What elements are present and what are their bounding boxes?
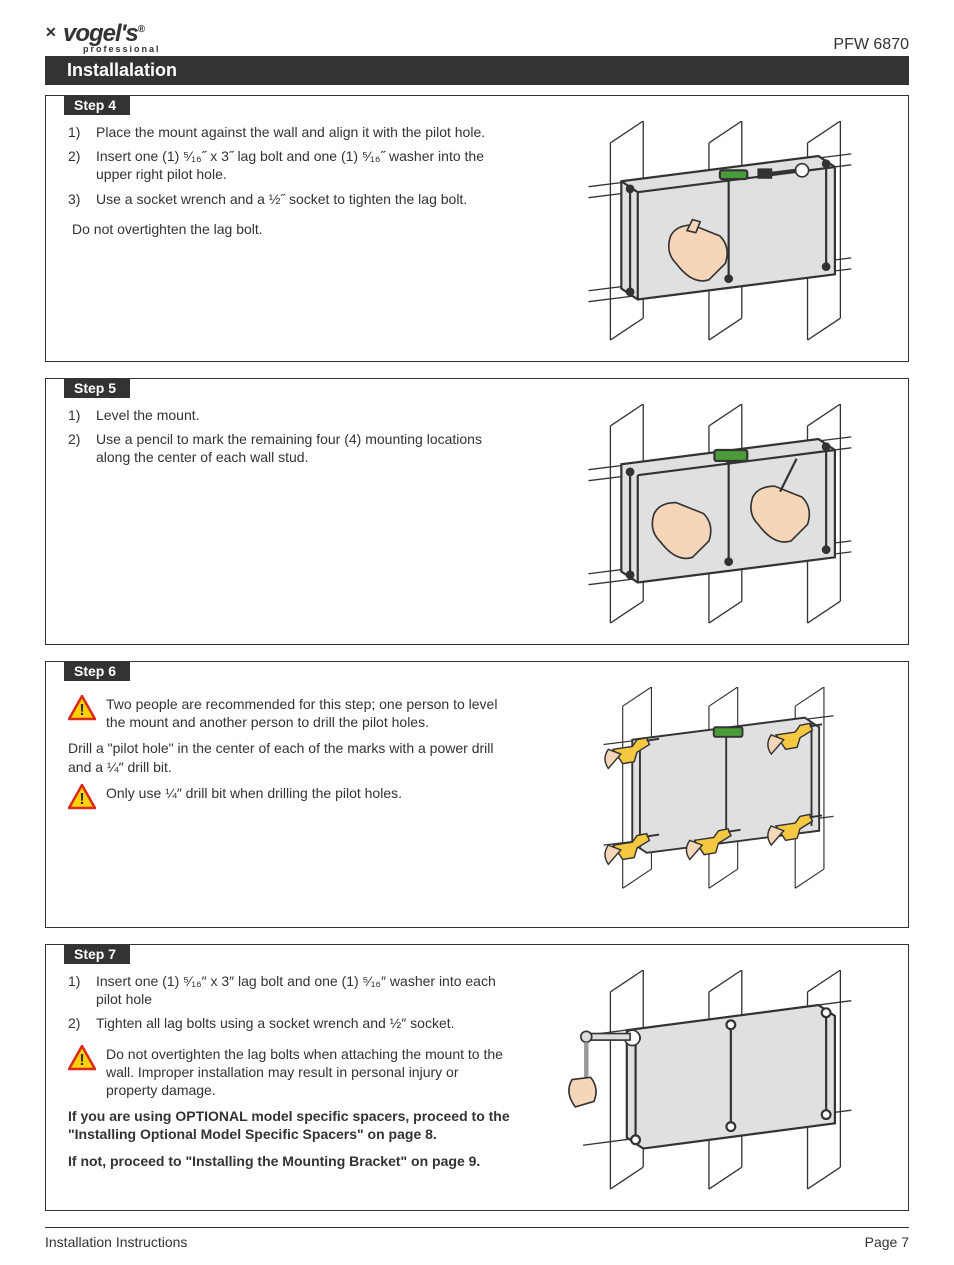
logo-sub: professional bbox=[83, 44, 161, 54]
step-4-item-1: Place the mount against the wall and ali… bbox=[68, 123, 510, 141]
logo-text: vogel's bbox=[63, 20, 138, 47]
step-6-diagram bbox=[520, 681, 908, 927]
step-4-item-2: Insert one (1) ⁵⁄₁₆˝ x 3˝ lag bolt and o… bbox=[68, 147, 510, 183]
section-title: Installalation bbox=[45, 56, 909, 85]
warning-icon: ! bbox=[68, 784, 96, 814]
step-5-item-2: Use a pencil to mark the remaining four … bbox=[68, 430, 510, 466]
step-4-note: Do not overtighten the lag bolt. bbox=[72, 220, 510, 238]
drill-diagram-icon bbox=[520, 687, 898, 917]
svg-text:!: ! bbox=[79, 702, 84, 719]
model-number: PFW 6870 bbox=[833, 36, 909, 54]
step-6-para: Drill a "pilot hole" in the center of ea… bbox=[68, 739, 510, 775]
step-7-bold-2: If not, proceed to "Installing the Mount… bbox=[68, 1152, 510, 1170]
step-5-diagram bbox=[520, 398, 908, 644]
step-7-diagram bbox=[520, 964, 908, 1210]
page-header: vogel's® professional PFW 6870 bbox=[45, 20, 909, 54]
step-6-text: ! Two people are recommended for this st… bbox=[46, 681, 520, 927]
page-footer: Installation Instructions Page 7 bbox=[45, 1227, 909, 1250]
svg-text:!: ! bbox=[79, 1052, 84, 1069]
logo: vogel's® professional bbox=[45, 20, 161, 54]
step-4-box: Step 4 Place the mount against the wall … bbox=[45, 95, 909, 362]
step-7-label: Step 7 bbox=[64, 944, 130, 964]
step-7-text: Insert one (1) ⁵⁄₁₆″ x 3″ lag bolt and o… bbox=[46, 964, 520, 1210]
step-7-warning: Do not overtighten the lag bolts when at… bbox=[106, 1045, 510, 1100]
step-5-box: Step 5 Level the mount. Use a pencil to … bbox=[45, 378, 909, 645]
step-4-text: Place the mount against the wall and ali… bbox=[46, 115, 520, 361]
warning-icon: ! bbox=[68, 1045, 96, 1075]
step-5-text: Level the mount. Use a pencil to mark th… bbox=[46, 398, 520, 644]
step-5-label: Step 5 bbox=[64, 378, 130, 398]
step-5-item-1: Level the mount. bbox=[68, 406, 510, 424]
step-4-diagram bbox=[520, 115, 908, 361]
step-6-label: Step 6 bbox=[64, 661, 130, 681]
logo-reg: ® bbox=[138, 24, 144, 35]
warning-icon: ! bbox=[68, 695, 96, 725]
step-4-item-3: Use a socket wrench and a ½˝ socket to t… bbox=[68, 190, 510, 208]
step-4-label: Step 4 bbox=[64, 95, 130, 115]
step-6-box: Step 6 ! Two people are recommended for … bbox=[45, 661, 909, 928]
svg-text:!: ! bbox=[79, 791, 84, 808]
footer-right: Page 7 bbox=[865, 1234, 909, 1250]
level-diagram-icon bbox=[520, 404, 898, 634]
footer-left: Installation Instructions bbox=[45, 1234, 187, 1250]
step-6-warning-1: Two people are recommended for this step… bbox=[106, 695, 510, 731]
wrench-diagram-icon bbox=[520, 970, 898, 1200]
step-7-box: Step 7 Insert one (1) ⁵⁄₁₆″ x 3″ lag bol… bbox=[45, 944, 909, 1211]
step-7-bold-1: If you are using OPTIONAL model specific… bbox=[68, 1107, 510, 1143]
step-6-warning-2: Only use ¼″ drill bit when drilling the … bbox=[106, 784, 510, 802]
mount-diagram-icon bbox=[520, 121, 898, 351]
step-7-item-2: Tighten all lag bolts using a socket wre… bbox=[68, 1014, 510, 1032]
step-7-item-1: Insert one (1) ⁵⁄₁₆″ x 3″ lag bolt and o… bbox=[68, 972, 510, 1008]
